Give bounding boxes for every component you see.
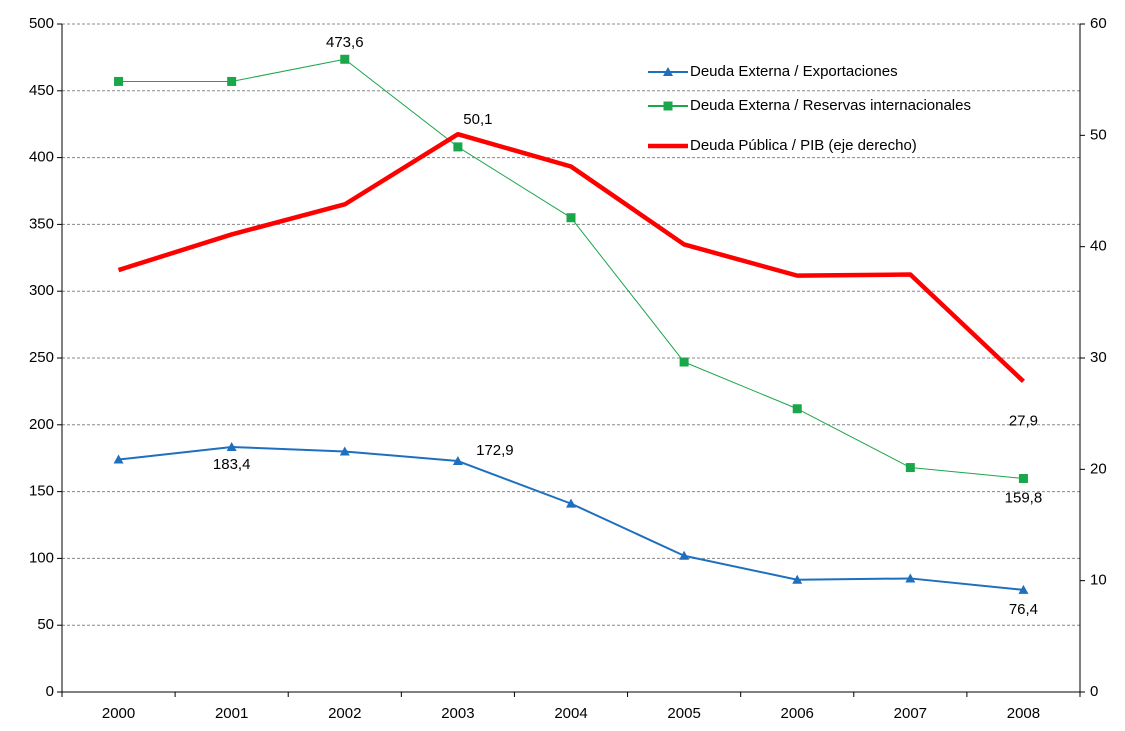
data-label: 76,4 bbox=[1009, 601, 1038, 618]
y-tick-label: 150 bbox=[29, 483, 54, 500]
data-label: 473,6 bbox=[326, 34, 364, 51]
x-tick-label: 2004 bbox=[554, 705, 587, 722]
data-point bbox=[453, 142, 463, 152]
data-point bbox=[113, 454, 124, 464]
y-tick-label: 450 bbox=[29, 82, 54, 99]
data-point bbox=[679, 550, 690, 560]
data-point bbox=[114, 76, 124, 86]
data-point bbox=[1018, 584, 1029, 594]
data-point bbox=[452, 456, 463, 466]
series-line bbox=[117, 131, 1025, 384]
y2-tick-label: 40 bbox=[1090, 238, 1107, 255]
y-tick-label: 500 bbox=[29, 15, 54, 32]
y-tick-label: 350 bbox=[29, 215, 54, 232]
data-label: 159,8 bbox=[1005, 489, 1043, 506]
y2-tick-label: 20 bbox=[1090, 460, 1107, 477]
x-tick-label: 2008 bbox=[1007, 705, 1040, 722]
x-tick-label: 2005 bbox=[667, 705, 700, 722]
data-point bbox=[566, 498, 576, 508]
data-point bbox=[905, 573, 916, 583]
x-tick-label: 2006 bbox=[781, 705, 814, 722]
y-tick-label: 200 bbox=[29, 416, 54, 433]
data-point bbox=[792, 404, 802, 414]
data-point bbox=[905, 463, 915, 473]
data-point bbox=[340, 54, 350, 64]
y2-tick-label: 50 bbox=[1090, 126, 1107, 143]
y-tick-label: 0 bbox=[46, 683, 54, 700]
x-tick-label: 2002 bbox=[328, 705, 361, 722]
x-tick-label: 2000 bbox=[102, 705, 135, 722]
y-tick-label: 50 bbox=[37, 616, 54, 633]
data-point bbox=[566, 213, 576, 223]
data-point bbox=[339, 446, 350, 456]
legend-label: Deuda Externa / Exportaciones bbox=[690, 63, 898, 80]
data-label: 50,1 bbox=[463, 111, 492, 128]
data-label: 27,9 bbox=[1009, 412, 1038, 429]
legend-marker bbox=[663, 67, 673, 76]
data-point bbox=[227, 76, 237, 86]
legend-label: Deuda Externa / Reservas internacionales bbox=[690, 97, 971, 114]
data-point bbox=[792, 574, 803, 584]
y2-tick-label: 60 bbox=[1090, 15, 1107, 32]
y2-tick-label: 10 bbox=[1090, 572, 1107, 589]
y-tick-label: 250 bbox=[29, 349, 54, 366]
x-tick-label: 2001 bbox=[215, 705, 248, 722]
data-point bbox=[1018, 474, 1028, 484]
data-point bbox=[679, 357, 689, 367]
y-tick-label: 100 bbox=[29, 549, 54, 566]
y2-tick-label: 30 bbox=[1090, 349, 1107, 366]
data-point bbox=[226, 441, 237, 451]
y-tick-label: 400 bbox=[29, 149, 54, 166]
legend-marker bbox=[663, 101, 673, 111]
y2-tick-label: 0 bbox=[1090, 683, 1098, 700]
x-tick-label: 2003 bbox=[441, 705, 474, 722]
x-tick-label: 2007 bbox=[894, 705, 927, 722]
data-label: 172,9 bbox=[476, 442, 514, 459]
legend-label: Deuda Pública / PIB (eje derecho) bbox=[690, 137, 917, 154]
y-tick-label: 300 bbox=[29, 282, 54, 299]
data-label: 183,4 bbox=[213, 456, 251, 473]
